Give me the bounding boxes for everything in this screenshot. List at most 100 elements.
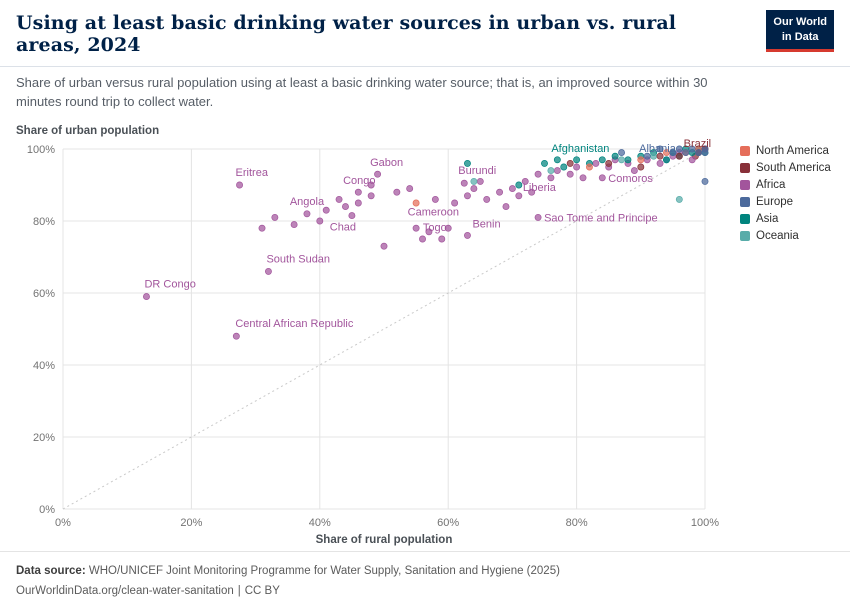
- data-point[interactable]: [585, 163, 593, 171]
- data-point[interactable]: [573, 156, 581, 163]
- legend-item-oceania[interactable]: Oceania: [740, 230, 846, 242]
- point-label-gabon[interactable]: Gabon: [370, 157, 403, 169]
- data-point[interactable]: [592, 159, 600, 167]
- data-point[interactable]: [380, 242, 388, 250]
- data-point[interactable]: [663, 156, 670, 163]
- data-point-angola[interactable]: [303, 210, 311, 217]
- data-point[interactable]: [618, 156, 625, 163]
- data-point[interactable]: [476, 177, 484, 185]
- data-point[interactable]: [528, 188, 536, 196]
- data-point[interactable]: [290, 220, 298, 228]
- data-point[interactable]: [508, 184, 516, 192]
- data-point-dr-congo[interactable]: [143, 292, 150, 300]
- data-point[interactable]: [701, 145, 709, 153]
- data-point[interactable]: [412, 199, 420, 207]
- data-point[interactable]: [342, 202, 349, 210]
- data-point[interactable]: [451, 199, 459, 207]
- data-point[interactable]: [547, 166, 555, 174]
- data-point[interactable]: [566, 170, 574, 178]
- data-point-afghanistan[interactable]: [553, 156, 561, 163]
- point-label-cameroon[interactable]: Cameroon: [408, 206, 459, 218]
- data-point[interactable]: [579, 174, 587, 181]
- legend-item-south-america[interactable]: South America: [740, 162, 846, 174]
- data-point[interactable]: [656, 152, 664, 160]
- data-point[interactable]: [406, 184, 414, 192]
- point-label-angola[interactable]: Angola: [290, 195, 325, 207]
- data-point[interactable]: [566, 159, 574, 167]
- point-label-congo[interactable]: Congo: [343, 175, 375, 187]
- data-point[interactable]: [547, 174, 555, 181]
- owid-logo[interactable]: Our World in Data: [766, 10, 834, 52]
- data-point[interactable]: [483, 195, 491, 203]
- data-point[interactable]: [605, 159, 613, 167]
- data-point[interactable]: [675, 145, 683, 153]
- data-point-cameroon[interactable]: [431, 195, 439, 203]
- data-point[interactable]: [675, 195, 683, 203]
- data-point[interactable]: [322, 206, 330, 214]
- data-point[interactable]: [624, 156, 632, 163]
- data-point[interactable]: [688, 145, 696, 153]
- data-point-burundi[interactable]: [460, 179, 468, 187]
- data-point[interactable]: [335, 195, 343, 203]
- point-label-central-african-republic[interactable]: Central African Republic: [235, 318, 354, 330]
- data-point[interactable]: [534, 170, 542, 178]
- data-point[interactable]: [419, 235, 426, 243]
- data-point-comoros[interactable]: [598, 174, 606, 181]
- data-point[interactable]: [669, 148, 677, 156]
- data-point[interactable]: [560, 163, 568, 171]
- point-label-chad[interactable]: Chad: [330, 221, 356, 233]
- data-point-south-sudan[interactable]: [264, 267, 272, 275]
- data-point-sao-tome-and-principe[interactable]: [534, 213, 542, 221]
- point-label-brazil[interactable]: Brazil: [684, 139, 712, 150]
- point-label-burundi[interactable]: Burundi: [458, 165, 496, 177]
- data-point-chad[interactable]: [348, 211, 356, 219]
- data-point[interactable]: [470, 177, 478, 185]
- data-point[interactable]: [271, 213, 279, 221]
- data-point[interactable]: [354, 199, 362, 207]
- legend-item-asia[interactable]: Asia: [740, 213, 846, 225]
- data-point[interactable]: [637, 156, 645, 163]
- point-label-comoros[interactable]: Comoros: [608, 172, 653, 184]
- point-label-south-sudan[interactable]: South Sudan: [266, 253, 330, 265]
- data-point[interactable]: [675, 152, 683, 160]
- data-point[interactable]: [412, 224, 420, 232]
- data-point[interactable]: [598, 156, 606, 163]
- point-label-dr-congo[interactable]: DR Congo: [144, 278, 195, 290]
- point-label-eritrea[interactable]: Eritrea: [236, 167, 269, 179]
- data-point-central-african-republic[interactable]: [232, 332, 240, 340]
- data-point[interactable]: [701, 177, 709, 185]
- data-point[interactable]: [618, 148, 625, 156]
- data-point[interactable]: [393, 188, 401, 196]
- data-point[interactable]: [695, 148, 703, 156]
- data-point[interactable]: [444, 224, 452, 232]
- point-label-liberia[interactable]: Liberia: [523, 181, 557, 193]
- data-point[interactable]: [496, 188, 504, 196]
- data-point[interactable]: [637, 163, 645, 171]
- data-point[interactable]: [682, 148, 690, 156]
- data-point[interactable]: [367, 192, 375, 199]
- data-point[interactable]: [656, 145, 664, 153]
- data-point[interactable]: [643, 152, 651, 160]
- point-label-benin[interactable]: Benin: [472, 218, 500, 230]
- data-point[interactable]: [521, 177, 529, 185]
- legend-item-europe[interactable]: Europe: [740, 196, 846, 208]
- data-point[interactable]: [553, 166, 561, 174]
- data-point-togo[interactable]: [438, 235, 446, 243]
- data-point[interactable]: [630, 166, 638, 174]
- data-point-benin[interactable]: [464, 231, 471, 239]
- data-point-gabon[interactable]: [374, 170, 382, 178]
- point-label-togo[interactable]: Togo: [423, 222, 447, 234]
- data-point[interactable]: [611, 152, 619, 160]
- data-point-liberia[interactable]: [515, 192, 523, 199]
- data-point-congo[interactable]: [354, 188, 362, 196]
- owid-link[interactable]: OurWorldinData.org/clean-water-sanitatio…: [16, 584, 234, 597]
- data-point[interactable]: [464, 192, 471, 199]
- data-point[interactable]: [656, 159, 664, 167]
- data-point[interactable]: [316, 217, 324, 225]
- data-point[interactable]: [515, 181, 523, 189]
- data-point[interactable]: [258, 224, 266, 232]
- data-point[interactable]: [464, 159, 471, 167]
- data-point[interactable]: [502, 202, 510, 210]
- data-point[interactable]: [573, 163, 581, 171]
- point-label-albania[interactable]: Albania: [639, 142, 677, 154]
